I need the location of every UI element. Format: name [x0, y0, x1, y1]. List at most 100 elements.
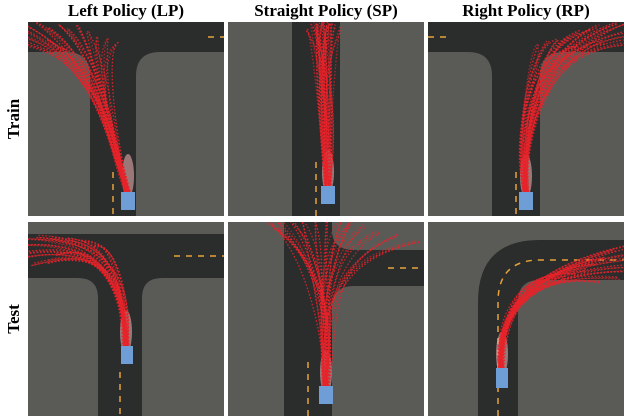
scene-train-left-policy: [28, 22, 224, 216]
trajectory-path: [520, 43, 539, 193]
trajectory-path: [525, 46, 577, 195]
trajectory-path: [309, 22, 332, 191]
trajectory-path: [314, 222, 325, 389]
scene-train-straight-policy: [292, 22, 343, 216]
lane-markings: [119, 255, 224, 416]
trajectory-path: [94, 244, 126, 351]
trajectory-path: [268, 222, 329, 389]
trajectory-path: [503, 259, 624, 373]
trajectory-path: [86, 30, 127, 196]
trajectory-path: [95, 36, 132, 195]
trajectory-path: [325, 241, 419, 389]
trajectory-path: [500, 279, 599, 373]
trajectory-path: [324, 222, 351, 389]
trajectory-path: [307, 28, 329, 191]
trajectory-path: [47, 39, 129, 194]
ego-vehicle: [496, 368, 508, 388]
trajectory-path: [522, 45, 537, 194]
trajectory-path: [524, 28, 591, 193]
row-label-test: Test: [0, 222, 28, 416]
trajectory-path: [305, 223, 328, 389]
row-label-train-text: Train: [4, 98, 23, 140]
trajectory-path: [28, 45, 129, 196]
trajectory-path: [525, 40, 550, 195]
trajectory-path: [59, 24, 132, 195]
trajectory-path: [310, 22, 327, 191]
road-network: [284, 222, 424, 416]
trajectory-path: [324, 222, 352, 389]
column-title-straight-policy: Straight Policy (SP): [254, 1, 398, 20]
trajectory-path: [48, 259, 124, 350]
trajectory-path: [524, 44, 578, 194]
trajectory-path: [519, 29, 580, 193]
trajectory-bundle: [518, 22, 624, 198]
trajectory-path: [327, 234, 399, 392]
trajectory-path: [103, 41, 130, 194]
trajectory-path: [499, 268, 586, 373]
trajectory-path: [323, 23, 330, 190]
row-label-train: Train: [0, 22, 28, 216]
trajectory-path: [323, 29, 343, 190]
lane-markings: [307, 267, 424, 416]
road-network: [28, 22, 224, 216]
trajectory-path: [39, 236, 126, 350]
trajectory-path: [28, 44, 131, 194]
trajectory-path: [103, 40, 130, 195]
scene-test-straight-policy: [266, 222, 424, 416]
trajectory-path: [316, 23, 332, 189]
ego-vehicle: [319, 386, 333, 404]
trajectory-path: [67, 29, 132, 195]
trajectory-path: [75, 24, 131, 195]
scene-test-left-policy: [28, 234, 224, 416]
trajectory-path: [100, 38, 128, 193]
trajectory-path: [525, 39, 602, 195]
trajectory-path: [522, 22, 618, 194]
lane-markings: [428, 36, 517, 216]
trajectory-path: [321, 27, 330, 191]
trajectory-path: [268, 223, 330, 392]
trajectory-path: [64, 44, 129, 194]
ego-vehicle: [519, 192, 533, 210]
trajectory-path: [501, 264, 624, 373]
panel-train-left-policy: [28, 22, 224, 216]
trajectory-path: [274, 228, 329, 390]
trajectory-path: [524, 39, 624, 196]
trajectory-path: [498, 256, 605, 371]
ego-vehicle: [321, 186, 335, 204]
scene-train-right-policy: [428, 22, 624, 216]
trajectory-path: [525, 25, 610, 196]
trajectory-path: [28, 32, 130, 193]
road-network: [478, 240, 624, 416]
lane-markings: [497, 259, 624, 416]
trajectory-path: [323, 232, 381, 389]
trajectory-bundle: [305, 22, 343, 194]
trajectory-path: [55, 251, 130, 349]
trajectory-path: [327, 25, 331, 192]
panel-test-right-policy: [428, 222, 624, 416]
trajectory-path: [502, 277, 618, 372]
trajectory-path: [28, 251, 128, 350]
trajectory-path: [527, 36, 624, 194]
trajectory-path: [47, 43, 127, 194]
panel-train-right-policy: [428, 22, 624, 216]
trajectory-path: [498, 273, 574, 371]
ego-vehicle: [121, 192, 135, 210]
column-title-right-policy: Right Policy (RP): [462, 1, 590, 20]
trajectory-path: [29, 237, 124, 353]
trajectory-path: [106, 38, 129, 193]
trajectory-path: [522, 43, 605, 196]
trajectory-path: [328, 27, 335, 189]
trajectory-path: [274, 227, 332, 390]
trajectory-bundle: [496, 245, 624, 376]
panel-train-straight-policy: [228, 22, 424, 216]
ego-vehicle: [121, 346, 133, 364]
lane-markings: [112, 36, 224, 216]
trajectory-path: [45, 28, 127, 193]
row-label-test-text: Test: [4, 304, 24, 334]
trajectory-path: [301, 222, 330, 392]
trajectory-path: [318, 27, 336, 189]
trajectory-path: [62, 47, 129, 194]
trajectory-path: [33, 257, 126, 352]
trajectory-path: [68, 238, 129, 350]
trajectory-path: [519, 42, 550, 194]
